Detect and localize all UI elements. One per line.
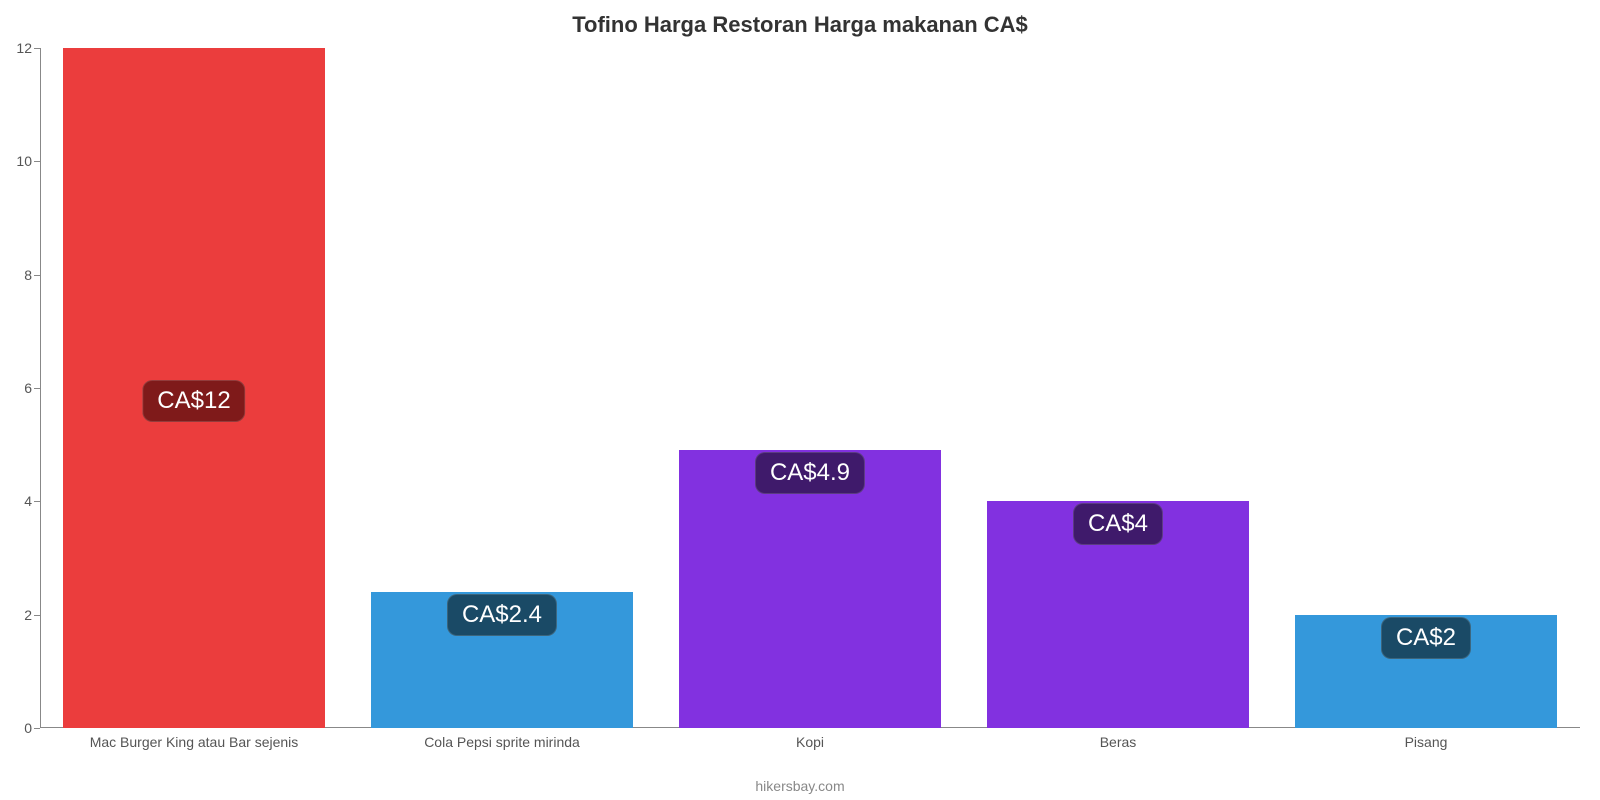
bar-0: CA$12 [63,48,325,728]
y-tick [34,388,40,389]
bar-1: CA$2.4 [371,592,633,728]
bar-value-badge: CA$2.4 [447,594,557,636]
y-tick-label: 10 [16,153,32,169]
y-tick-label: 8 [24,267,32,283]
x-category-label: Kopi [796,734,824,750]
chart-title: Tofino Harga Restoran Harga makanan CA$ [0,0,1600,46]
y-tick [34,275,40,276]
bar-3: CA$4 [987,501,1249,728]
bar-value-badge: CA$4 [1073,503,1163,545]
plot-region: CA$12 CA$2.4 CA$4.9 CA$4 CA$2 [40,48,1580,728]
bar-value-badge: CA$12 [142,380,245,422]
y-tick-label: 0 [24,720,32,736]
bar-value-badge: CA$2 [1381,617,1471,659]
y-tick [34,48,40,49]
y-tick [34,728,40,729]
x-category-label: Cola Pepsi sprite mirinda [424,734,580,750]
bar-4: CA$2 [1295,615,1557,728]
bar-2: CA$4.9 [679,450,941,728]
y-tick-label: 6 [24,380,32,396]
x-category-label: Pisang [1405,734,1448,750]
x-category-label: Beras [1100,734,1137,750]
y-tick-label: 2 [24,607,32,623]
y-axis [40,48,41,728]
y-tick-label: 4 [24,493,32,509]
chart-plot-area: CA$12CA$2.4CA$4.9CA$4CA$2 024681012Mac B… [40,48,1580,728]
y-tick [34,161,40,162]
x-category-label: Mac Burger King atau Bar sejenis [90,734,299,750]
bar-value-badge: CA$4.9 [755,452,865,494]
y-tick [34,615,40,616]
attribution-text: hikersbay.com [0,778,1600,794]
y-tick-label: 12 [16,40,32,56]
y-tick [34,501,40,502]
